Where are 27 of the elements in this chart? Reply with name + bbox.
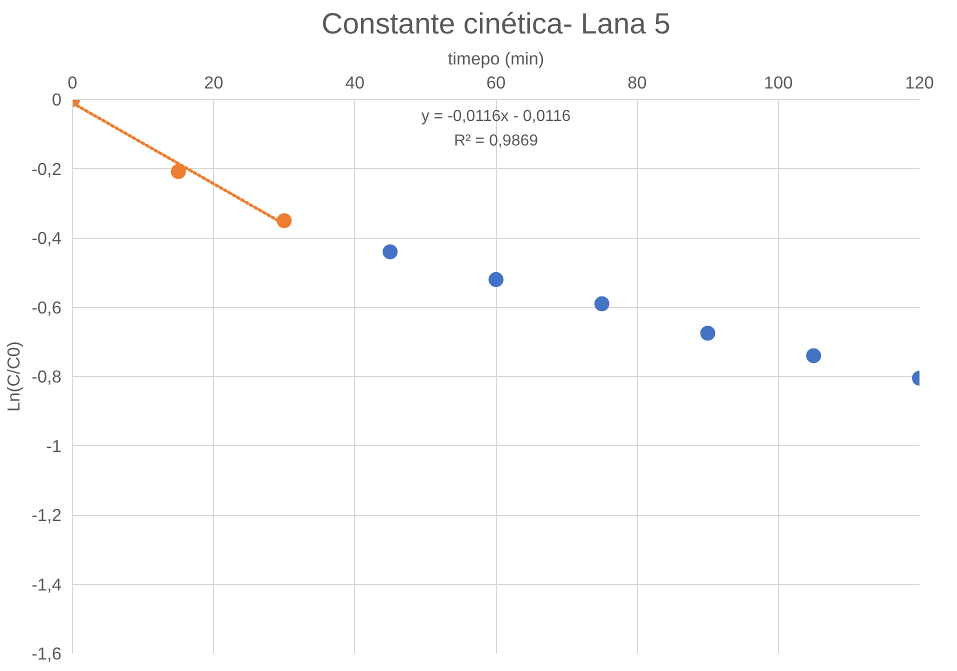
x-tick-label: 120 xyxy=(905,72,934,92)
y-tick-label: -1,2 xyxy=(32,505,62,525)
point xyxy=(382,244,398,260)
y-tick-label: -1 xyxy=(46,436,62,456)
y-tick-label: -0,2 xyxy=(32,158,62,179)
point xyxy=(700,326,716,341)
annotation: R² = 0,9869 xyxy=(454,132,538,150)
y-tick-label: -1,4 xyxy=(32,574,62,594)
y-tick-label: -1,6 xyxy=(32,644,62,664)
x-axis-title: timepo (min) xyxy=(448,48,544,68)
y-tick-label: -0,6 xyxy=(32,297,62,318)
y-tick-label: 0 xyxy=(52,90,62,110)
point xyxy=(170,164,186,180)
x-tick-label: 40 xyxy=(345,72,364,92)
point xyxy=(488,272,504,288)
point xyxy=(806,348,822,364)
y-tick-label: -0,8 xyxy=(32,366,62,386)
point xyxy=(594,296,610,312)
y-tick-label: -0,4 xyxy=(32,228,62,248)
x-tick-label: 60 xyxy=(486,72,506,92)
x-tick-label: 80 xyxy=(628,72,647,92)
chart-title: Constante cinética- Lana 5 xyxy=(322,8,670,40)
annotation: y = -0,0116x - 0,0116 xyxy=(421,108,571,125)
y-axis-title: Ln(C/C0) xyxy=(4,341,24,412)
x-tick-label: 20 xyxy=(204,72,224,92)
x-tick-label: 100 xyxy=(764,72,793,92)
x-tick-label: 0 xyxy=(68,72,78,92)
